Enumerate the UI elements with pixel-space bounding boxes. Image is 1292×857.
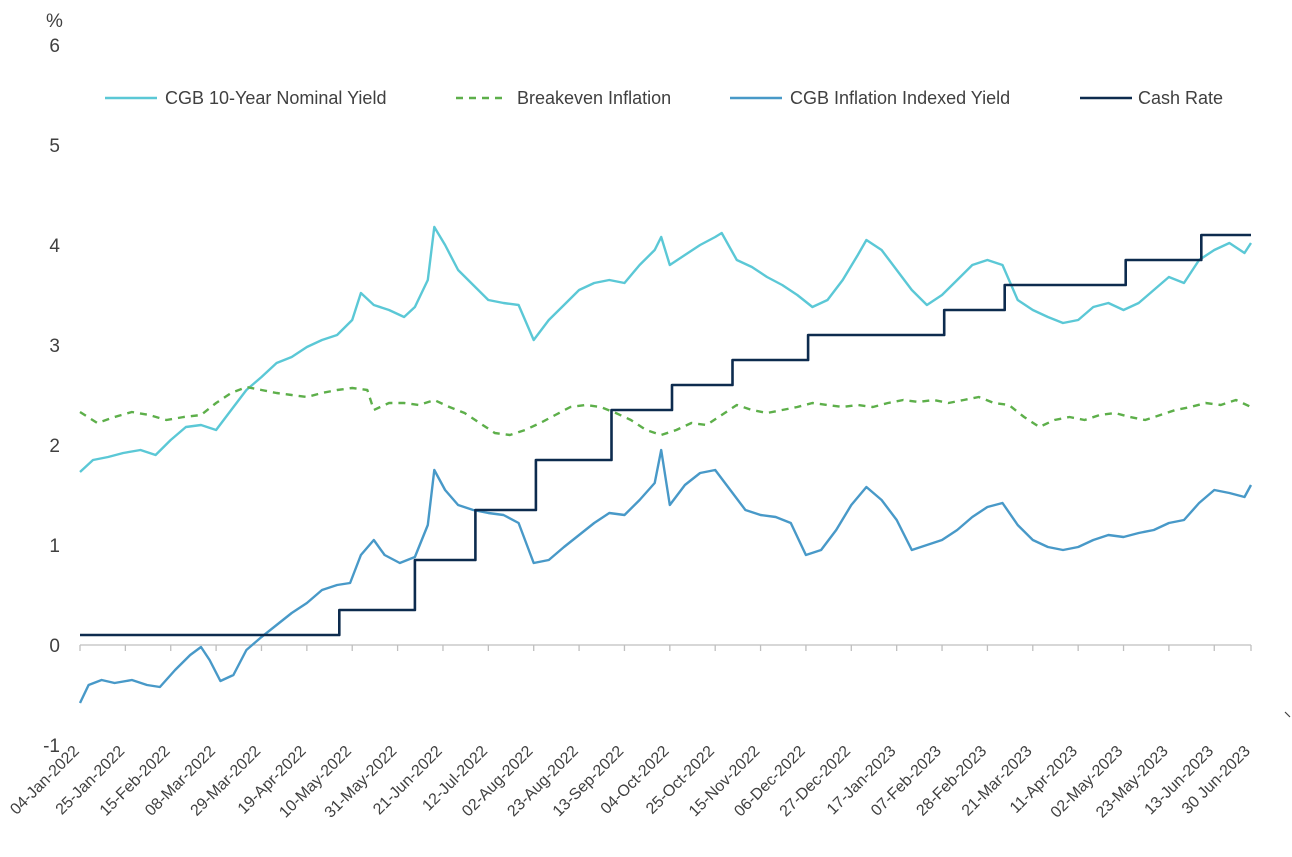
y-axis: -1 0 1 2 3 4 5 6 [43,36,60,757]
series-line-cgb-10-year-nominal-yield [79,225,1253,473]
series-line-cgb-inflation-indexed-yield [78,448,1253,704]
legend-label: Cash Rate [1138,88,1223,108]
right-edge-marker [1284,711,1291,718]
plot-area [78,225,1253,704]
y-tick-label: 4 [49,236,60,257]
legend-label: CGB Inflation Indexed Yield [790,88,1010,108]
y-tick-label: 1 [49,536,60,557]
legend-label: CGB 10-Year Nominal Yield [165,88,386,108]
y-tick-label: 3 [49,336,60,357]
y-tick-label: 2 [49,436,60,457]
y-tick-label: 0 [49,636,60,657]
legend: CGB 10-Year Nominal Yield Breakeven Infla… [105,88,1223,108]
x-axis: 04-Jan-202225-Jan-202215-Feb-202208-Mar-… [7,644,1254,821]
y-tick-label: 6 [49,36,60,57]
series-line-breakeven-inflation [79,385,1252,437]
legend-label: Breakeven Inflation [517,88,671,108]
series-line-cash-rate [80,233,1251,637]
y-tick-label: 5 [49,136,60,157]
y-tick-label: -1 [43,736,60,757]
y-unit-label: % [46,11,63,32]
